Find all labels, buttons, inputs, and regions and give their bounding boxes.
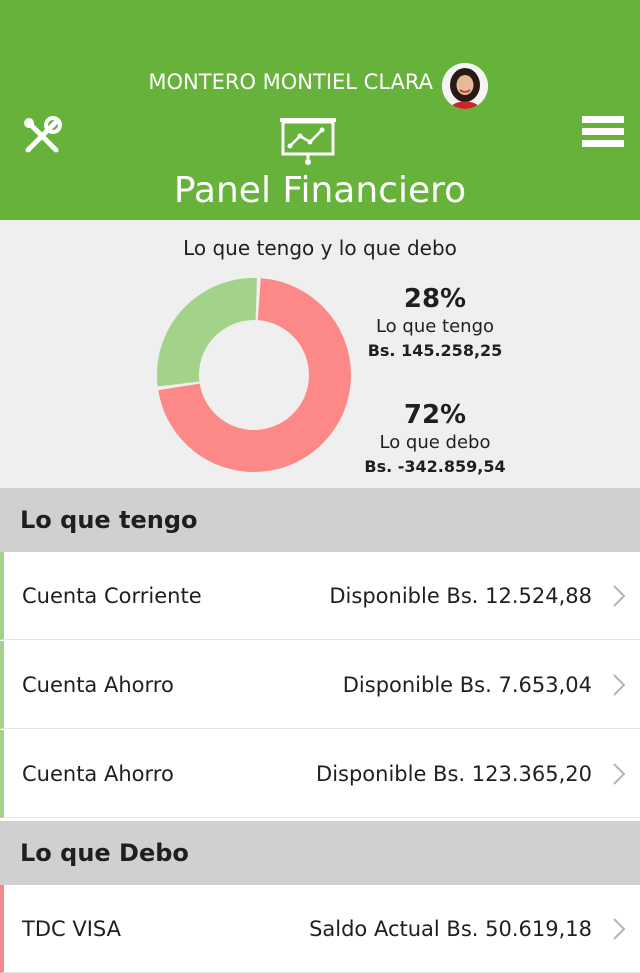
section-header-tengo: Lo que tengo — [0, 488, 640, 552]
avatar[interactable] — [442, 63, 488, 109]
account-row[interactable]: Cuenta Corriente Disponible Bs. 12.524,8… — [0, 552, 640, 640]
section-header-debo: Lo que Debo — [0, 821, 640, 885]
tools-icon[interactable] — [20, 114, 64, 158]
debt-amount: Saldo Actual Bs. 50.619,18 — [309, 917, 592, 941]
app-header: MONTERO MONTIEL CLARA — [0, 0, 640, 220]
chevron-right-icon[interactable] — [612, 584, 626, 608]
summary-title: Lo que tengo y lo que debo — [183, 236, 457, 260]
stat-debo: 72% Lo que debo Bs. -342.859,54 — [360, 400, 510, 476]
stat-debo-label: Lo que debo — [379, 432, 491, 453]
stat-tengo-label: Lo que tengo — [375, 316, 495, 337]
account-amount: Disponible Bs. 7.653,04 — [342, 673, 592, 697]
stat-tengo: 28% Lo que tengo Bs. 145.258,25 — [360, 284, 510, 360]
user-name: MONTERO MONTIEL CLARA — [148, 70, 433, 94]
donut-slice-tengo — [157, 278, 257, 387]
avatar-portrait — [442, 63, 488, 109]
account-name: Cuenta Corriente — [22, 584, 202, 608]
stat-tengo-amount: Bs. 145.258,25 — [367, 341, 503, 360]
account-row[interactable]: Cuenta Ahorro Disponible Bs. 7.653,04 — [0, 641, 640, 729]
stat-tengo-percent: 28% — [403, 284, 467, 314]
chevron-right-icon[interactable] — [612, 673, 626, 697]
account-name: Cuenta Ahorro — [22, 762, 174, 786]
hamburger-menu-icon[interactable] — [582, 116, 624, 150]
stat-debo-amount: Bs. -342.859,54 — [364, 457, 506, 476]
account-amount: Disponible Bs. 12.524,88 — [329, 584, 592, 608]
page-title: Panel Financiero — [173, 170, 467, 211]
debt-row[interactable]: TDC VISA Saldo Actual Bs. 50.619,18 — [0, 885, 640, 973]
debt-name: TDC VISA — [22, 917, 121, 941]
summary-panel: Lo que tengo y lo que debo 28% Lo que te… — [0, 220, 640, 488]
donut-chart — [157, 278, 351, 472]
account-row[interactable]: Cuenta Ahorro Disponible Bs. 123.365,20 — [0, 730, 640, 818]
donut-slice-debo — [158, 278, 351, 472]
account-name: Cuenta Ahorro — [22, 673, 174, 697]
presentation-chart-icon — [278, 116, 338, 166]
chevron-right-icon[interactable] — [612, 917, 626, 941]
chevron-right-icon[interactable] — [612, 762, 626, 786]
account-amount: Disponible Bs. 123.365,20 — [316, 762, 592, 786]
stat-debo-percent: 72% — [403, 400, 467, 430]
